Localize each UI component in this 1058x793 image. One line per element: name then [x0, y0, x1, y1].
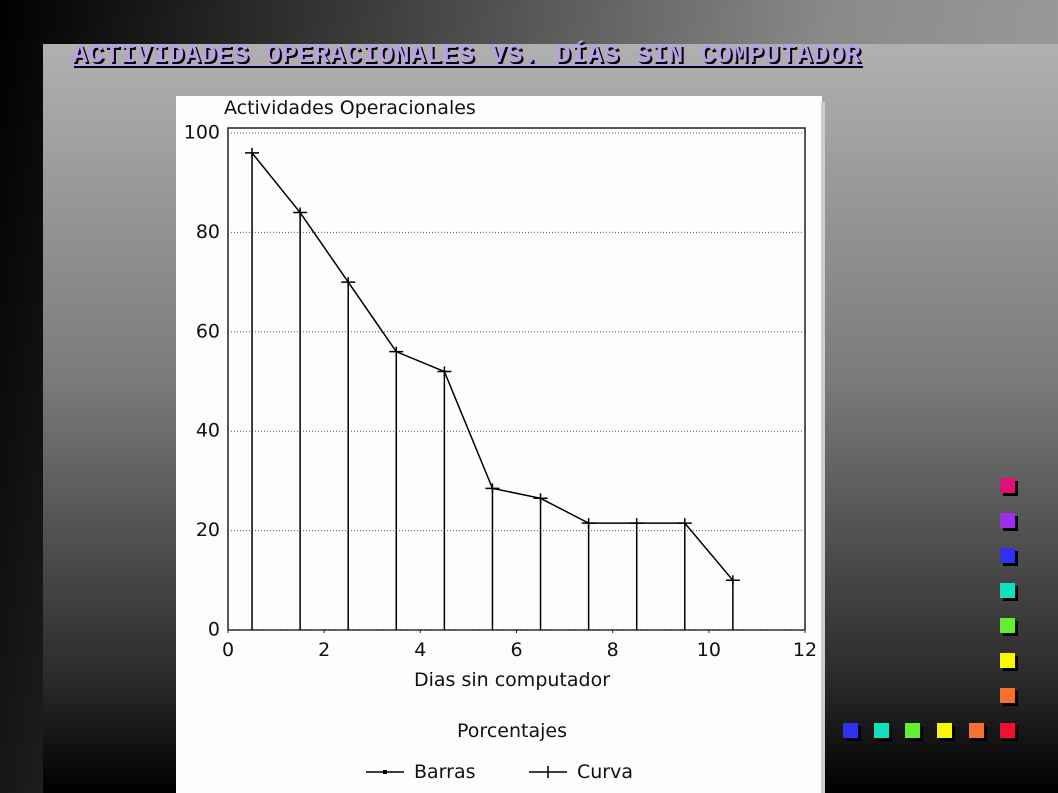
- y-tick-label: 80: [196, 221, 220, 243]
- deco-square: [874, 723, 889, 738]
- deco-square: [969, 723, 984, 738]
- y-tick-label: 0: [208, 619, 220, 641]
- y-tick-label: 100: [184, 122, 220, 144]
- deco-square: [843, 723, 858, 738]
- deco-square: [1000, 723, 1015, 738]
- point-marker: [629, 518, 644, 529]
- slide-title: ACTIVIDADES OPERACIONALES VS. DÍAS SIN C…: [72, 40, 862, 70]
- x-tick-label: 6: [510, 639, 522, 661]
- deco-square: [1000, 478, 1015, 493]
- x-tick-label: 0: [222, 639, 234, 661]
- legend-label: Barras: [414, 761, 476, 783]
- legend-title: Porcentajes: [457, 720, 567, 742]
- point-marker: [437, 366, 452, 377]
- x-tick-label: 4: [414, 639, 426, 661]
- point-marker: [341, 277, 356, 288]
- legend-dot: [383, 770, 387, 774]
- y-tick-label: 40: [196, 420, 220, 442]
- deco-square: [1000, 548, 1015, 563]
- chart-paper: [176, 96, 822, 793]
- point-marker: [581, 518, 596, 529]
- point-marker: [725, 575, 740, 586]
- y-axis-label: Actividades Operacionales: [224, 97, 476, 119]
- x-tick-label: 2: [318, 639, 330, 661]
- deco-square: [937, 723, 952, 738]
- chart: Actividades Operacionales Dias sin compu…: [176, 96, 825, 793]
- x-tick-label: 12: [793, 639, 817, 661]
- deco-square: [905, 723, 920, 738]
- point-marker: [677, 518, 692, 529]
- point-marker: [293, 207, 308, 218]
- y-tick-label: 60: [196, 320, 220, 342]
- point-marker: [533, 493, 548, 504]
- point-marker: [245, 147, 260, 158]
- deco-square: [1000, 688, 1015, 703]
- point-marker: [485, 483, 500, 494]
- y-tick-label: 20: [196, 519, 220, 541]
- x-tick-label: 8: [607, 639, 619, 661]
- deco-square: [1000, 513, 1015, 528]
- deco-square: [1000, 583, 1015, 598]
- x-axis-label: Dias sin computador: [414, 669, 610, 691]
- legend-label: Curva: [577, 761, 633, 783]
- deco-square: [1000, 653, 1015, 668]
- deco-square: [1000, 618, 1015, 633]
- point-marker: [389, 346, 404, 357]
- x-tick-label: 10: [697, 639, 721, 661]
